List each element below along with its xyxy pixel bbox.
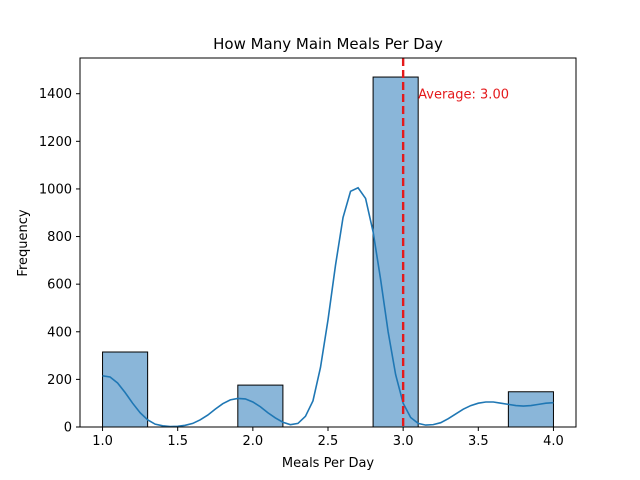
- chart-title: How Many Main Meals Per Day: [213, 35, 443, 53]
- y-axis-label: Frequency: [16, 209, 31, 276]
- y-tick-label: 400: [47, 325, 72, 340]
- y-tick-label: 600: [47, 278, 72, 293]
- x-tick-label: 1.0: [92, 434, 113, 449]
- mean-annotation: Average: 3.00: [418, 88, 509, 103]
- y-tick-label: 1000: [39, 182, 72, 197]
- x-axis-label: Meals Per Day: [282, 456, 375, 471]
- y-tick-label: 1200: [39, 135, 72, 150]
- plot-area: Average: 3.00 1.0 1.5 2.0 2.5 3.0 3.5 4.0 0 200 40…: [39, 57, 577, 449]
- x-tick-label: 3.5: [468, 434, 489, 449]
- histogram-bar: [102, 351, 149, 428]
- kde-curve: [102, 186, 554, 428]
- y-tick-label: 1400: [39, 87, 72, 102]
- x-tick-label: 2.5: [318, 434, 339, 449]
- y-tick-label: 800: [47, 230, 72, 245]
- x-tick-label: 2.0: [243, 434, 264, 449]
- x-tick-label: 3.0: [393, 434, 414, 449]
- histogram-bar: [507, 391, 554, 428]
- x-tick-label: 1.5: [167, 434, 188, 449]
- plot-frame: [79, 57, 577, 428]
- histogram-bar: [372, 76, 419, 428]
- y-tick-label: 0: [64, 421, 72, 436]
- y-tick-label: 200: [47, 373, 72, 388]
- x-tick-label: 4.0: [543, 434, 564, 449]
